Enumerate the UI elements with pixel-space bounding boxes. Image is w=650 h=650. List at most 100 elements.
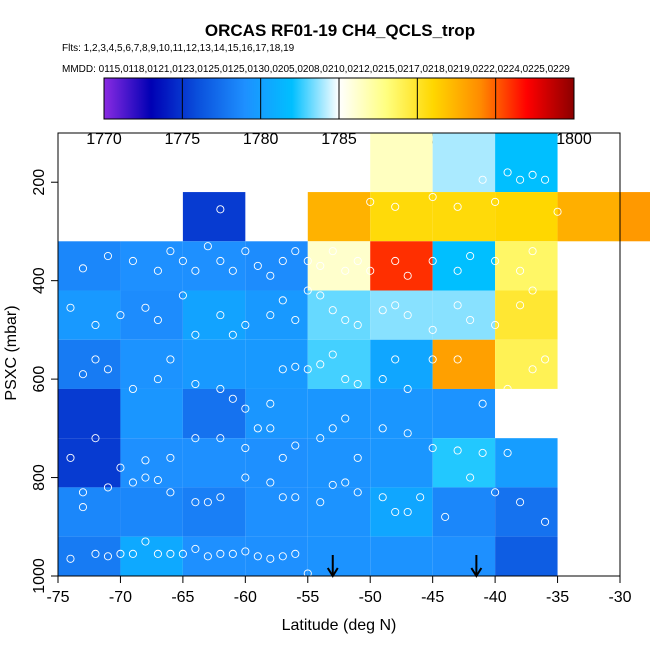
- sample-point: [403, 271, 412, 280]
- sample-point: [91, 355, 100, 364]
- sample-point: [316, 291, 325, 300]
- sample-point: [428, 256, 437, 266]
- sample-point: [291, 247, 300, 256]
- heatmap-cell: [370, 339, 433, 389]
- sample-point: [516, 175, 525, 184]
- sample-point: [541, 517, 550, 526]
- sample-point: [303, 365, 312, 374]
- sample-point: [478, 175, 487, 184]
- sample-point: [216, 549, 225, 558]
- heatmap-cell: [182, 536, 246, 576]
- sample-point: [491, 320, 500, 330]
- sample-point: [216, 434, 225, 443]
- sample-point: [91, 320, 100, 330]
- heatmap-cell: [245, 388, 308, 439]
- heatmap-cell: [495, 290, 558, 340]
- heatmap-cell: [432, 536, 496, 576]
- sample-point: [491, 488, 500, 497]
- x-tick-label: -50: [359, 589, 382, 606]
- heatmap-cell: [495, 388, 558, 439]
- sample-point: [378, 375, 387, 384]
- sample-points: [66, 168, 562, 578]
- x-tick-label: -40: [484, 589, 507, 606]
- axes: -75 -70 -65 -60 -55 -50 -45 -40 -35 -30 200 400 600…: [31, 132, 632, 606]
- sample-point: [216, 256, 225, 266]
- sample-point: [153, 315, 162, 325]
- y-tick-label: 400: [31, 267, 48, 294]
- sample-point: [241, 473, 250, 482]
- dates-line: MMDD: 0115,0118,0121,0123,0125,0125,0130…: [62, 64, 570, 75]
- heatmap-cell: [307, 536, 371, 576]
- y-tick-label: 200: [31, 169, 48, 196]
- sample-point: [241, 247, 250, 256]
- sample-point: [191, 544, 200, 553]
- sample-point: [453, 446, 462, 455]
- sample-point: [366, 197, 375, 206]
- sample-point: [378, 493, 387, 502]
- sample-point: [528, 286, 537, 295]
- sample-point: [316, 261, 325, 270]
- sample-point: [453, 266, 462, 275]
- sample-point: [353, 256, 362, 266]
- heatmap-cell: [58, 339, 121, 389]
- sample-point: [466, 473, 475, 482]
- sample-point: [128, 256, 137, 266]
- sample-point: [516, 498, 525, 507]
- x-tick-label: -30: [608, 589, 631, 606]
- sample-point: [328, 480, 337, 489]
- sample-point: [391, 301, 400, 310]
- sample-point: [116, 463, 125, 472]
- x-tick-label: -60: [234, 589, 257, 606]
- heatmap-cell: [432, 388, 496, 439]
- heatmap-cell: [495, 339, 558, 389]
- sample-point: [253, 261, 262, 270]
- sample-point: [216, 311, 225, 320]
- sample-point: [528, 365, 537, 374]
- sample-point: [453, 301, 462, 310]
- sample-point: [328, 424, 337, 433]
- sample-point: [278, 552, 287, 561]
- sample-point: [191, 266, 200, 275]
- heatmap-cell: [432, 192, 496, 242]
- sample-point: [291, 315, 300, 325]
- sample-point: [541, 355, 550, 364]
- sample-point: [503, 168, 512, 177]
- y-axis-label: PSXC (mbar): [3, 305, 20, 400]
- heatmap-cell: [495, 487, 558, 537]
- sample-point: [341, 315, 350, 325]
- heatmap-cell: [120, 290, 183, 340]
- heatmap-cell: [58, 290, 121, 340]
- sample-point: [291, 549, 300, 558]
- plot-frame: [57, 132, 621, 577]
- sample-point: [266, 399, 275, 408]
- y-tick-label: 1000: [31, 558, 48, 594]
- flights-line: Flts: 1,2,3,4,5,6,7,8,9,10,11,12,13,14,1…: [62, 43, 295, 54]
- heatmap-cell: [58, 536, 121, 576]
- heatmap-cell: [120, 388, 183, 439]
- sample-point: [153, 549, 162, 558]
- sample-point: [341, 266, 350, 275]
- colorbar-tick-label: 1775: [165, 131, 201, 148]
- sample-point: [328, 306, 337, 315]
- sample-point: [228, 549, 237, 558]
- heatmap-cell: [432, 339, 496, 389]
- sample-point: [341, 478, 350, 487]
- sample-point: [241, 404, 250, 413]
- sample-point: [141, 303, 150, 312]
- sample-point: [191, 330, 200, 339]
- heatmap-cell: [307, 388, 371, 439]
- sample-point: [416, 493, 425, 502]
- x-tick-label: -65: [171, 589, 194, 606]
- sample-point: [266, 554, 275, 563]
- heatmap-cell: [120, 339, 183, 389]
- sample-point: [66, 554, 75, 563]
- sample-point: [366, 266, 375, 275]
- heatmap-cell: [495, 192, 558, 242]
- sample-point: [391, 355, 400, 364]
- heatmap-cell: [182, 192, 246, 242]
- sample-point: [228, 330, 237, 339]
- sample-point: [391, 507, 400, 517]
- sample-point: [166, 549, 175, 558]
- heatmap-cell: [370, 388, 433, 439]
- sample-point: [191, 434, 200, 443]
